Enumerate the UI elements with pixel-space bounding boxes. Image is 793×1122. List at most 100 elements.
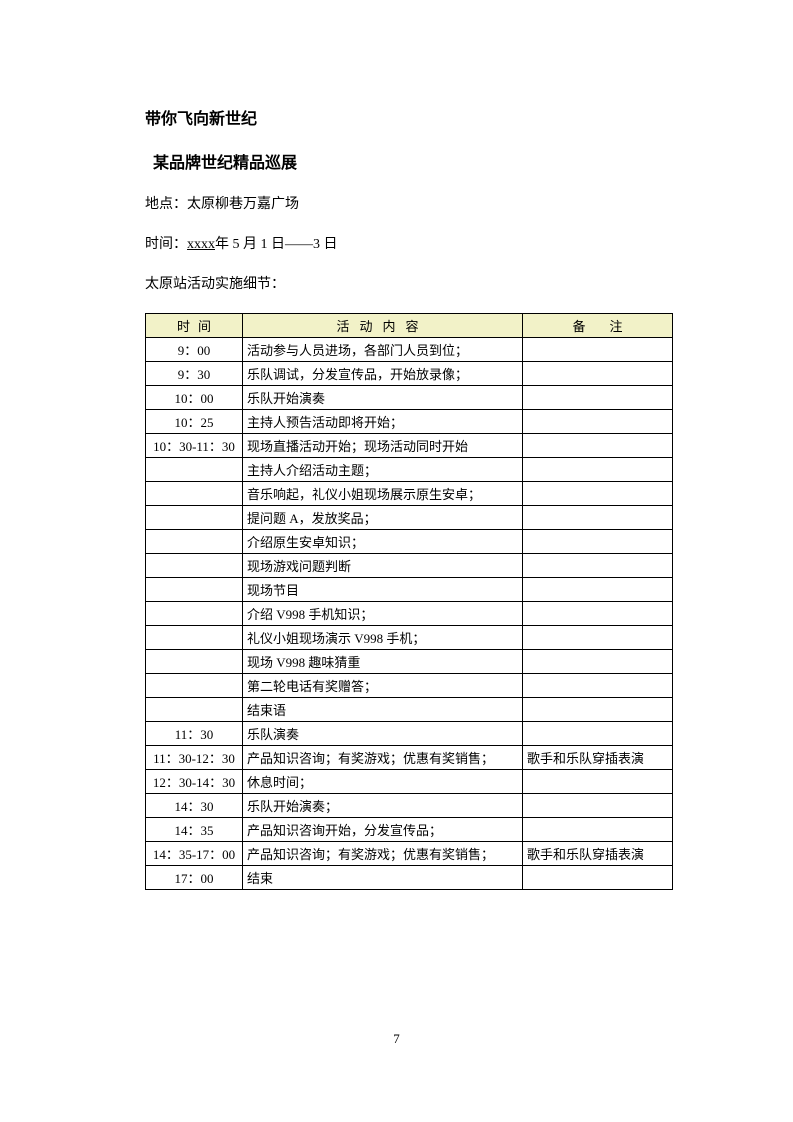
td-remark — [523, 770, 673, 794]
table-row: 14：30乐队开始演奏； — [146, 794, 673, 818]
location-value: 太原柳巷万嘉广场 — [187, 197, 299, 212]
td-content: 活动参与人员进场，各部门人员到位； — [243, 338, 523, 362]
td-remark — [523, 626, 673, 650]
table-row: 9：30乐队调试，分发宣传品，开始放录像； — [146, 362, 673, 386]
table-row: 10：25主持人预告活动即将开始； — [146, 410, 673, 434]
schedule-table: 时间 活动内容 备注 9：00活动参与人员进场，各部门人员到位；9：30乐队调试… — [145, 313, 673, 890]
td-content: 介绍原生安卓知识； — [243, 530, 523, 554]
td-remark — [523, 866, 673, 890]
table-row: 现场节目 — [146, 578, 673, 602]
table-row: 结束语 — [146, 698, 673, 722]
table-row: 17：00结束 — [146, 866, 673, 890]
td-time: 9：30 — [146, 362, 243, 386]
td-content: 产品知识咨询；有奖游戏；优惠有奖销售； — [243, 746, 523, 770]
td-time — [146, 458, 243, 482]
td-remark — [523, 482, 673, 506]
td-remark — [523, 386, 673, 410]
td-content: 现场直播活动开始；现场活动同时开始 — [243, 434, 523, 458]
td-time — [146, 674, 243, 698]
table-row: 主持人介绍活动主题； — [146, 458, 673, 482]
td-time — [146, 650, 243, 674]
td-content: 休息时间； — [243, 770, 523, 794]
table-row: 礼仪小姐现场演示 V998 手机； — [146, 626, 673, 650]
table-row: 现场游戏问题判断 — [146, 554, 673, 578]
td-content: 乐队演奏 — [243, 722, 523, 746]
table-body: 9：00活动参与人员进场，各部门人员到位；9：30乐队调试，分发宣传品，开始放录… — [146, 338, 673, 890]
td-remark — [523, 506, 673, 530]
page-number: 7 — [0, 1031, 793, 1047]
td-remark: 歌手和乐队穿插表演 — [523, 746, 673, 770]
table-row: 第二轮电话有奖赠答； — [146, 674, 673, 698]
time-label: 时间： — [145, 237, 187, 252]
td-content: 现场游戏问题判断 — [243, 554, 523, 578]
td-time: 11：30 — [146, 722, 243, 746]
td-remark — [523, 434, 673, 458]
td-time: 10：30-11：30 — [146, 434, 243, 458]
td-content: 产品知识咨询开始，分发宣传品； — [243, 818, 523, 842]
td-time: 11：30-12：30 — [146, 746, 243, 770]
info-detail: 太原站活动实施细节： — [145, 273, 673, 293]
td-remark — [523, 578, 673, 602]
info-location: 地点：太原柳巷万嘉广场 — [145, 193, 673, 213]
th-remark: 备注 — [523, 314, 673, 338]
table-row: 14：35产品知识咨询开始，分发宣传品； — [146, 818, 673, 842]
td-content: 音乐响起，礼仪小姐现场展示原生安卓； — [243, 482, 523, 506]
heading-2: 某品牌世纪精品巡展 — [153, 149, 673, 173]
td-time — [146, 530, 243, 554]
td-time: 14：30 — [146, 794, 243, 818]
td-time — [146, 506, 243, 530]
td-remark — [523, 818, 673, 842]
td-time — [146, 698, 243, 722]
table-row: 介绍 V998 手机知识； — [146, 602, 673, 626]
td-time: 12：30-14：30 — [146, 770, 243, 794]
table-row: 现场 V998 趣味猜重 — [146, 650, 673, 674]
td-time — [146, 578, 243, 602]
table-row: 14：35-17：00产品知识咨询；有奖游戏；优惠有奖销售；歌手和乐队穿插表演 — [146, 842, 673, 866]
table-header-row: 时间 活动内容 备注 — [146, 314, 673, 338]
td-remark — [523, 338, 673, 362]
td-content: 产品知识咨询；有奖游戏；优惠有奖销售； — [243, 842, 523, 866]
table-row: 11：30-12：30产品知识咨询；有奖游戏；优惠有奖销售；歌手和乐队穿插表演 — [146, 746, 673, 770]
td-content: 介绍 V998 手机知识； — [243, 602, 523, 626]
td-remark — [523, 554, 673, 578]
time-underline: xxxx — [187, 237, 215, 252]
page-content: 带你飞向新世纪 某品牌世纪精品巡展 地点：太原柳巷万嘉广场 时间：xxxx年 5… — [0, 0, 793, 890]
td-content: 乐队开始演奏； — [243, 794, 523, 818]
td-remark: 歌手和乐队穿插表演 — [523, 842, 673, 866]
th-time: 时间 — [146, 314, 243, 338]
td-remark — [523, 794, 673, 818]
table-row: 10：30-11：30现场直播活动开始；现场活动同时开始 — [146, 434, 673, 458]
td-content: 乐队开始演奏 — [243, 386, 523, 410]
td-time — [146, 602, 243, 626]
location-label: 地点： — [145, 197, 187, 212]
td-remark — [523, 458, 673, 482]
td-remark — [523, 530, 673, 554]
th-content: 活动内容 — [243, 314, 523, 338]
table-row: 介绍原生安卓知识； — [146, 530, 673, 554]
td-time: 14：35 — [146, 818, 243, 842]
td-time: 10：25 — [146, 410, 243, 434]
td-time — [146, 554, 243, 578]
td-content: 现场节目 — [243, 578, 523, 602]
td-remark — [523, 362, 673, 386]
td-content: 第二轮电话有奖赠答； — [243, 674, 523, 698]
table-row: 音乐响起，礼仪小姐现场展示原生安卓； — [146, 482, 673, 506]
td-content: 结束 — [243, 866, 523, 890]
td-time: 17：00 — [146, 866, 243, 890]
table-row: 10：00乐队开始演奏 — [146, 386, 673, 410]
table-row: 提问题 A，发放奖品； — [146, 506, 673, 530]
heading-1: 带你飞向新世纪 — [145, 105, 673, 129]
td-remark — [523, 602, 673, 626]
td-remark — [523, 650, 673, 674]
td-content: 提问题 A，发放奖品； — [243, 506, 523, 530]
table-row: 11：30乐队演奏 — [146, 722, 673, 746]
info-time: 时间：xxxx年 5 月 1 日——3 日 — [145, 233, 673, 253]
td-content: 礼仪小姐现场演示 V998 手机； — [243, 626, 523, 650]
td-remark — [523, 410, 673, 434]
td-time: 10：00 — [146, 386, 243, 410]
td-remark — [523, 674, 673, 698]
td-content: 主持人介绍活动主题； — [243, 458, 523, 482]
table-row: 9：00活动参与人员进场，各部门人员到位； — [146, 338, 673, 362]
td-content: 乐队调试，分发宣传品，开始放录像； — [243, 362, 523, 386]
td-time — [146, 626, 243, 650]
